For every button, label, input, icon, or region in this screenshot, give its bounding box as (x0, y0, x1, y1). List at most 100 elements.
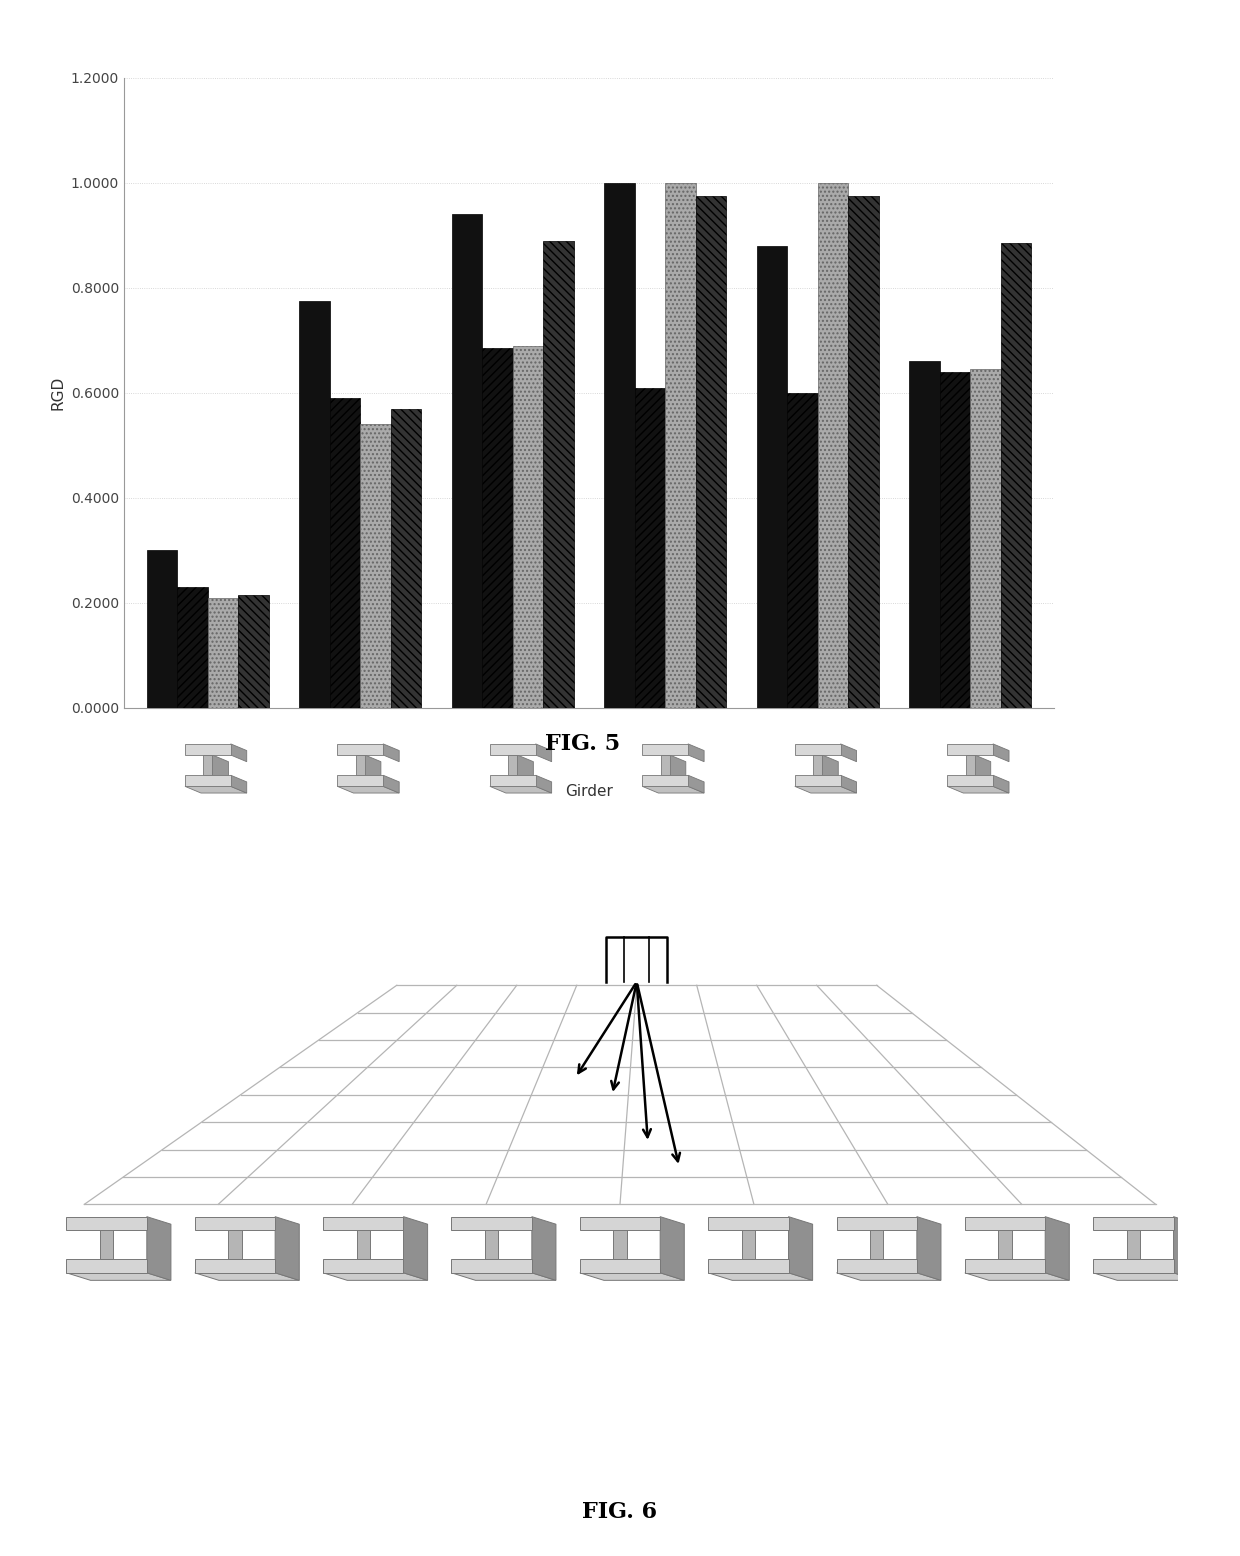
Polygon shape (451, 1273, 556, 1281)
Bar (642, 744, 688, 755)
Bar (513, 345, 543, 708)
Bar (947, 744, 993, 755)
Bar (357, 1231, 370, 1259)
Polygon shape (688, 775, 704, 794)
Bar (1127, 1231, 1140, 1259)
Bar (665, 184, 696, 708)
Polygon shape (789, 1217, 812, 1281)
Bar (848, 196, 879, 708)
Bar (795, 744, 841, 755)
Bar (324, 1259, 403, 1273)
Polygon shape (532, 1217, 556, 1281)
Polygon shape (365, 755, 381, 783)
Polygon shape (146, 1217, 171, 1281)
Bar (1001, 243, 1032, 708)
Bar (451, 1259, 532, 1273)
Bar (508, 755, 517, 775)
Bar (909, 361, 940, 708)
Bar (787, 392, 817, 708)
Polygon shape (837, 1273, 941, 1281)
Bar (742, 1231, 755, 1259)
Text: FIG. 5: FIG. 5 (546, 733, 620, 755)
Bar (604, 184, 635, 708)
Polygon shape (1173, 1217, 1198, 1281)
Bar (947, 775, 993, 786)
Bar (356, 755, 365, 775)
Polygon shape (795, 786, 857, 794)
Bar (485, 1231, 498, 1259)
Bar (817, 184, 848, 708)
Bar (635, 387, 665, 708)
Bar (661, 755, 670, 775)
Bar (966, 755, 975, 775)
Bar (795, 775, 841, 786)
Bar (998, 1231, 1012, 1259)
Polygon shape (916, 1217, 941, 1281)
Polygon shape (670, 755, 686, 783)
Bar (580, 1259, 660, 1273)
Bar (208, 598, 238, 708)
Polygon shape (660, 1217, 684, 1281)
Bar (451, 215, 482, 708)
Bar (490, 775, 536, 786)
Bar (67, 1217, 146, 1231)
Bar (228, 1231, 242, 1259)
Polygon shape (1094, 1273, 1198, 1281)
Bar (708, 1259, 789, 1273)
Polygon shape (1045, 1217, 1069, 1281)
Bar (195, 1259, 275, 1273)
Bar (970, 369, 1001, 708)
Polygon shape (536, 775, 552, 794)
Bar (837, 1259, 916, 1273)
Bar (100, 1231, 113, 1259)
Bar (482, 349, 513, 708)
Polygon shape (822, 755, 838, 783)
Polygon shape (324, 1273, 428, 1281)
Polygon shape (185, 786, 247, 794)
Polygon shape (383, 775, 399, 794)
Bar (490, 744, 536, 755)
Polygon shape (195, 1273, 299, 1281)
Bar (361, 425, 391, 708)
Bar (1094, 1259, 1173, 1273)
Bar (299, 300, 330, 708)
Polygon shape (708, 1273, 812, 1281)
Bar (185, 744, 231, 755)
Polygon shape (841, 775, 857, 794)
Bar (391, 409, 422, 708)
Bar (195, 1217, 275, 1231)
Bar (696, 196, 727, 708)
Polygon shape (993, 775, 1009, 794)
Bar (451, 1217, 532, 1231)
Polygon shape (383, 744, 399, 762)
Bar (238, 594, 269, 708)
Bar (324, 1217, 403, 1231)
Bar (642, 775, 688, 786)
Bar (580, 1217, 660, 1231)
Bar (837, 1217, 916, 1231)
Polygon shape (975, 755, 991, 783)
Bar (965, 1217, 1045, 1231)
Polygon shape (403, 1217, 428, 1281)
Polygon shape (231, 744, 247, 762)
Y-axis label: RGD: RGD (51, 375, 66, 411)
Polygon shape (490, 786, 552, 794)
Polygon shape (212, 755, 228, 783)
Bar (940, 372, 970, 708)
Polygon shape (993, 744, 1009, 762)
Text: FIG. 6: FIG. 6 (583, 1502, 657, 1523)
Polygon shape (275, 1217, 299, 1281)
X-axis label: Girder: Girder (565, 784, 613, 800)
Polygon shape (231, 775, 247, 794)
Bar (337, 775, 383, 786)
Polygon shape (536, 744, 552, 762)
Bar (330, 398, 361, 708)
Polygon shape (337, 786, 399, 794)
Bar (614, 1231, 626, 1259)
Polygon shape (67, 1273, 171, 1281)
Bar (756, 246, 787, 708)
Bar (965, 1259, 1045, 1273)
Bar (177, 587, 208, 708)
Bar (1094, 1217, 1173, 1231)
Polygon shape (841, 744, 857, 762)
